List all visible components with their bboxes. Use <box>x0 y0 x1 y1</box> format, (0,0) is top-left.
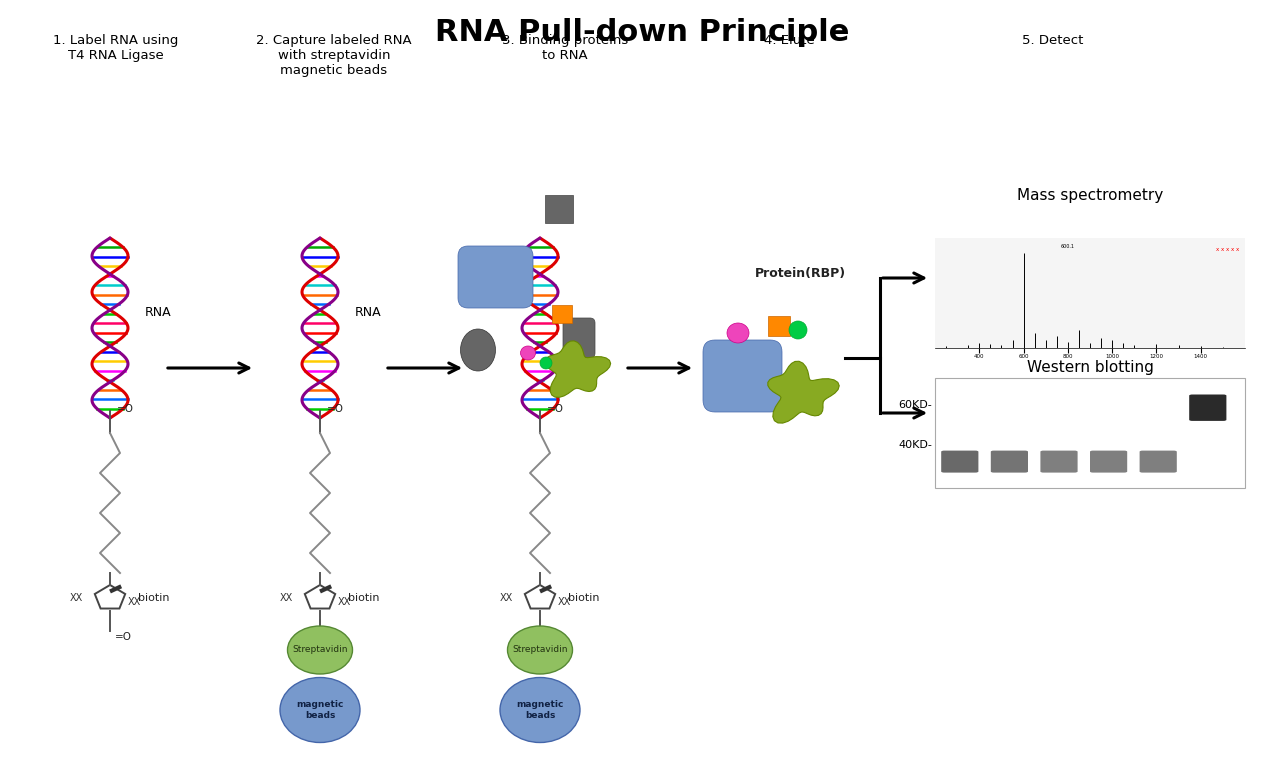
Bar <box>544 195 573 223</box>
Text: Western blotting: Western blotting <box>1027 360 1153 375</box>
FancyBboxPatch shape <box>1090 450 1127 472</box>
Text: =O: =O <box>116 632 132 642</box>
Text: 600.1: 600.1 <box>1061 244 1075 249</box>
Text: XX: XX <box>128 597 141 607</box>
Text: XX: XX <box>338 597 352 607</box>
Polygon shape <box>768 362 840 423</box>
FancyBboxPatch shape <box>941 450 978 472</box>
Text: 4. Elute: 4. Elute <box>764 34 815 47</box>
Text: magnetic
beads: magnetic beads <box>516 700 564 719</box>
Bar <box>768 316 790 336</box>
FancyBboxPatch shape <box>1140 450 1177 472</box>
Text: 2. Capture labeled RNA
with streptavidin
magnetic beads: 2. Capture labeled RNA with streptavidin… <box>256 34 412 77</box>
Text: XX: XX <box>559 597 571 607</box>
FancyBboxPatch shape <box>458 246 533 308</box>
Ellipse shape <box>520 346 535 360</box>
Ellipse shape <box>541 357 552 369</box>
Text: magnetic
beads: magnetic beads <box>297 700 344 719</box>
Text: Mass spectrometry: Mass spectrometry <box>1017 188 1163 203</box>
Text: =O: =O <box>117 404 134 414</box>
Text: 5. Detect: 5. Detect <box>1022 34 1084 47</box>
Text: 1. Label RNA using
T4 RNA Ligase: 1. Label RNA using T4 RNA Ligase <box>53 34 178 62</box>
Text: x x x x x: x x x x x <box>1216 247 1239 252</box>
Text: =O: =O <box>327 404 344 414</box>
Ellipse shape <box>727 323 749 343</box>
Text: biotin: biotin <box>568 593 600 603</box>
Text: =O: =O <box>325 632 342 642</box>
Text: XX: XX <box>499 593 512 603</box>
Polygon shape <box>544 341 611 397</box>
Text: 40KD-: 40KD- <box>898 440 932 450</box>
FancyBboxPatch shape <box>1189 394 1226 421</box>
Text: Streptavidin: Streptavidin <box>293 646 348 654</box>
Bar <box>552 305 571 323</box>
FancyBboxPatch shape <box>1040 450 1077 472</box>
Text: 60KD-: 60KD- <box>899 400 932 410</box>
Text: XX: XX <box>69 593 82 603</box>
Text: 3. Binding proteins
to RNA: 3. Binding proteins to RNA <box>502 34 628 62</box>
Ellipse shape <box>499 678 580 743</box>
Text: XX: XX <box>280 593 293 603</box>
Ellipse shape <box>788 321 808 339</box>
Text: =O: =O <box>544 632 562 642</box>
Text: Streptavidin: Streptavidin <box>512 646 568 654</box>
Text: RNA Pull-down Principle: RNA Pull-down Principle <box>435 18 849 47</box>
Text: RNA: RNA <box>354 306 381 320</box>
Ellipse shape <box>461 329 496 371</box>
Text: RNA: RNA <box>145 306 172 320</box>
FancyBboxPatch shape <box>562 318 594 358</box>
Ellipse shape <box>507 626 573 674</box>
Text: biotin: biotin <box>137 593 169 603</box>
Text: Protein(RBP): Protein(RBP) <box>755 267 846 280</box>
Text: biotin: biotin <box>348 593 380 603</box>
Ellipse shape <box>280 678 360 743</box>
Text: =O: =O <box>547 404 564 414</box>
FancyBboxPatch shape <box>991 450 1028 472</box>
Text: RNA: RNA <box>568 337 594 349</box>
Ellipse shape <box>288 626 353 674</box>
FancyBboxPatch shape <box>704 340 782 412</box>
